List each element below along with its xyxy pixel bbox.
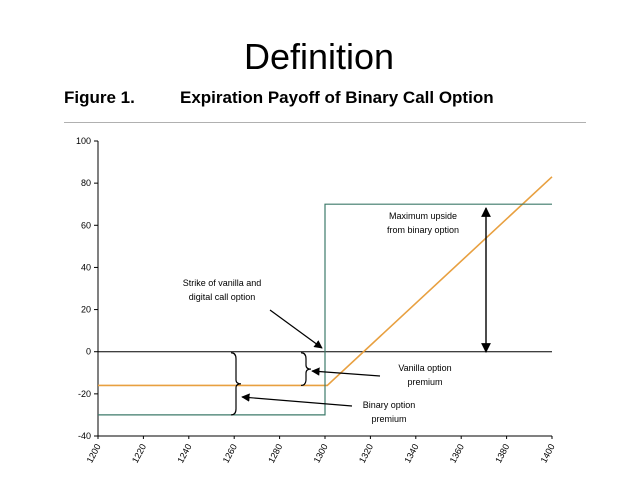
strike-annotation: digital call option: [189, 292, 256, 302]
slide-title: Definition: [243, 36, 395, 77]
vanilla-premium-annotation: Vanilla option: [398, 363, 451, 373]
vanilla-premium-brace: [300, 352, 312, 387]
binary-payoff-line: [98, 203, 552, 416]
x-tick-label: 1400: [539, 442, 557, 464]
binary-premium-annotation: Binary option: [363, 400, 416, 410]
strike-annotation: Strike of vanilla and: [183, 278, 262, 288]
y-tick-label: 40: [81, 262, 91, 272]
y-tick-label: 60: [81, 220, 91, 230]
x-tick-label: 1320: [357, 442, 375, 464]
vanilla-premium-annotation: premium: [407, 377, 442, 387]
x-tick-label: 1220: [130, 442, 148, 464]
max-upside-annotation: from binary option: [387, 225, 459, 235]
strike-arrow: [269, 309, 323, 349]
title-divider: [64, 122, 586, 123]
x-tick-label: 1360: [448, 442, 466, 464]
vanilla-payoff-line: [98, 176, 553, 387]
x-tick-label: 1240: [175, 442, 193, 464]
y-tick-label: 20: [81, 305, 91, 315]
binary-premium-brace: [230, 352, 242, 416]
binary-premium-annotation: premium: [371, 414, 406, 424]
y-tick-label: -40: [78, 431, 91, 441]
y-tick-label: 100: [76, 136, 91, 146]
vanilla-premium-arrow: [311, 367, 381, 377]
binary-premium-arrow: [241, 393, 353, 407]
x-tick-label: 1340: [402, 442, 420, 464]
x-tick-label: 1260: [221, 442, 239, 464]
y-tick-label: 0: [86, 347, 91, 357]
x-tick-label: 1200: [85, 442, 103, 464]
figure-label: Figure 1.: [64, 88, 135, 107]
x-tick-label: 1380: [493, 442, 511, 464]
y-tick-label: 80: [81, 178, 91, 188]
x-tick-label: 1280: [266, 442, 284, 464]
max-upside-annotation: Maximum upside: [389, 211, 457, 221]
y-tick-label: -20: [78, 389, 91, 399]
figure-title: Expiration Payoff of Binary Call Option: [180, 88, 494, 107]
x-tick-label: 1300: [312, 442, 330, 464]
